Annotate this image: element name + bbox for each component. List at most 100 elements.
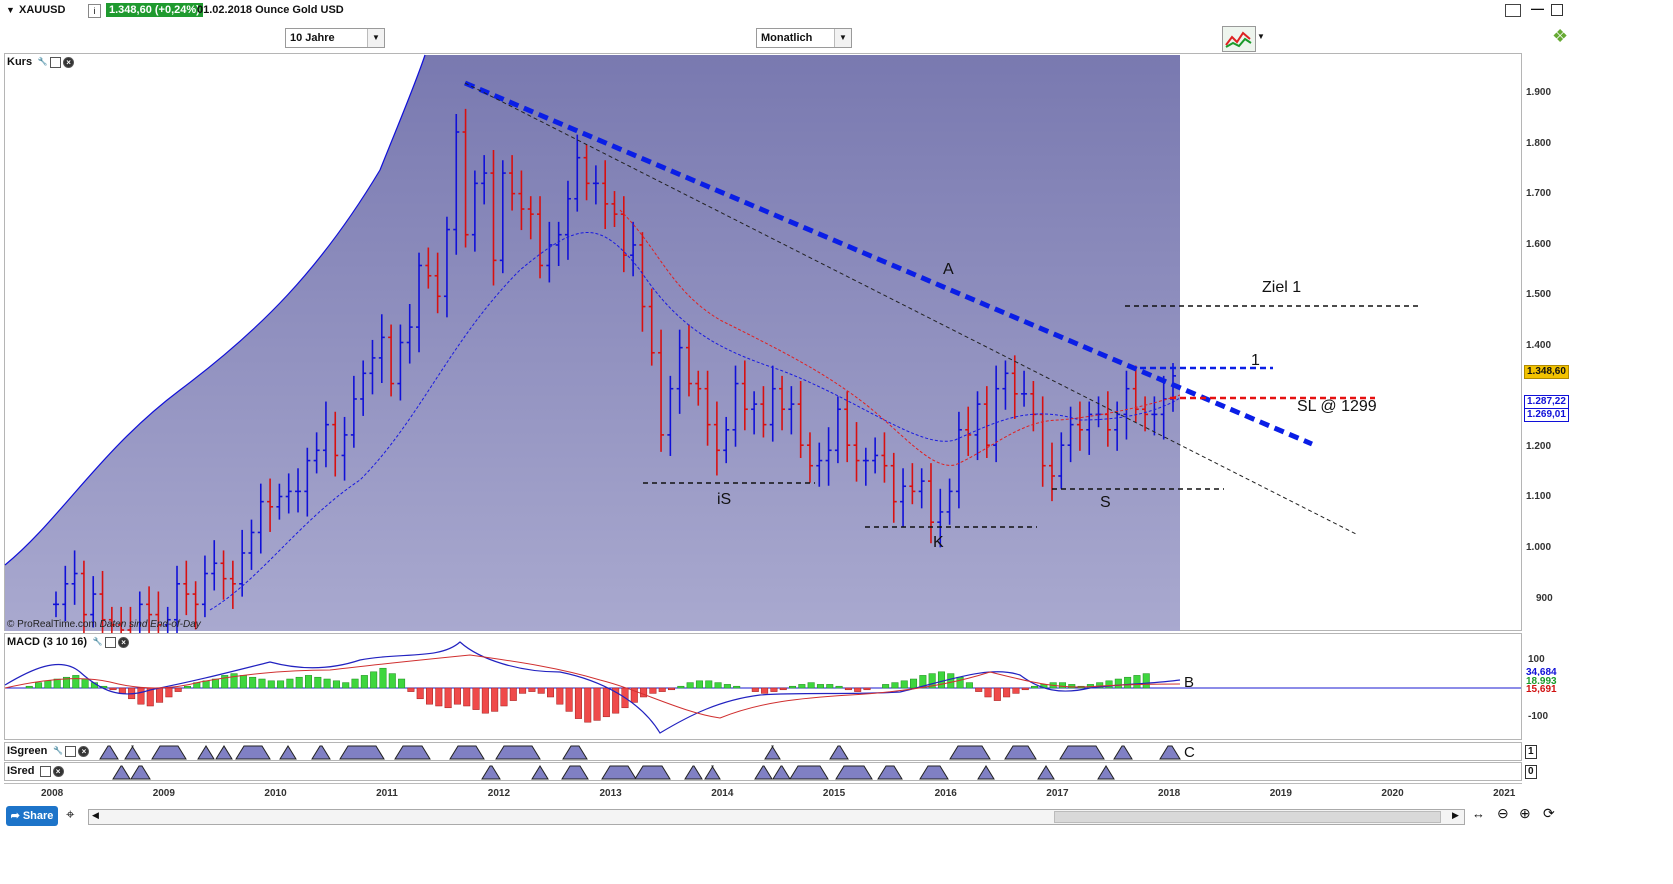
price-panel-header: Kurs 🔧 × [7, 56, 75, 68]
macd-axis: 100 -100 34,684 18,993 15,691 [1522, 633, 1570, 740]
macd-signal-line [4, 654, 1181, 719]
time-tick: 2020 [1381, 788, 1404, 799]
ohlc-bar [322, 401, 329, 468]
ohlc-bar [844, 391, 851, 463]
tool-panel-icon[interactable]: ❖ [1552, 26, 1569, 46]
close-icon[interactable]: × [52, 765, 64, 777]
signal-shape [634, 765, 671, 780]
reset-zoom-icon[interactable]: ⟳ [1543, 805, 1555, 821]
macd-histogram-bar [640, 687, 648, 698]
minimize-icon[interactable]: — [1531, 1, 1544, 16]
macd-histogram-bar [277, 680, 285, 689]
wrench-icon[interactable]: 🔧 [92, 636, 103, 646]
interval-select[interactable]: Monatlich ▼ [756, 28, 852, 48]
ohlc-bar [1058, 432, 1065, 489]
ohlc-bar [397, 324, 404, 401]
signal-shape [562, 745, 588, 760]
macd-histogram-bar [584, 687, 592, 723]
crosshair-icon[interactable]: ⌖ [66, 806, 75, 823]
time-scrollbar[interactable]: ◀ ▶ [88, 809, 1465, 825]
zoom-out-icon[interactable]: ⊖ [1497, 805, 1509, 821]
wrench-icon[interactable]: 🔧 [52, 745, 63, 755]
macd-histogram-bar [351, 678, 359, 689]
isred-signals [112, 765, 1115, 780]
period-select[interactable]: 10 Jahre ▼ [285, 28, 385, 48]
close-icon[interactable]: × [63, 56, 75, 68]
macd-histogram-bar [221, 675, 229, 689]
scroll-right-icon[interactable]: ▶ [1452, 810, 1459, 820]
ohlc-bar [955, 411, 962, 509]
time-tick: 2017 [1046, 788, 1069, 799]
isred-panel-header: ISred × [7, 765, 64, 777]
macd-histogram-bar [770, 687, 778, 692]
window-icon[interactable] [50, 56, 62, 68]
ohlc-bar [1048, 442, 1055, 502]
window-icon[interactable] [65, 745, 77, 757]
macd-histogram-bar [35, 682, 43, 689]
macd-histogram-bar [975, 687, 983, 692]
maximize-icon[interactable] [1551, 4, 1563, 16]
ohlc-bar [257, 483, 264, 554]
ohlc-bar [1104, 391, 1111, 447]
macd-histogram-bar [509, 687, 517, 701]
wrench-icon[interactable]: 🔧 [37, 56, 48, 66]
zoom-in-icon[interactable]: ⊕ [1519, 805, 1531, 821]
label-1: 1 [1251, 352, 1260, 369]
chevron-down-icon[interactable]: ▼ [6, 5, 15, 15]
isgreen-panel-title: ISgreen [7, 745, 48, 757]
signal-shape [829, 745, 849, 760]
chevron-down-icon[interactable]: ▼ [1257, 32, 1265, 41]
price-tick: 1.100 [1526, 491, 1552, 502]
macd-histogram-bar [500, 687, 508, 707]
ohlc-bar [946, 478, 953, 525]
share-button[interactable]: ➦ Share [6, 806, 58, 826]
signal-shape [1004, 745, 1037, 760]
scrollbar-thumb[interactable] [1054, 811, 1441, 823]
ohlc-bar [509, 155, 516, 211]
macd-histogram-bar [416, 687, 424, 700]
ohlc-bar [211, 540, 218, 591]
label-sl: SL @ 1299 [1297, 398, 1377, 415]
ohlc-bar [304, 447, 311, 517]
chart-type-icon[interactable] [1222, 26, 1256, 52]
ohlc-bar [834, 396, 841, 464]
price-tick: 1.000 [1526, 542, 1552, 553]
macd-histogram-bar [658, 687, 666, 692]
close-icon[interactable]: × [78, 745, 90, 757]
macd-histogram-bar [435, 687, 443, 707]
macd-histogram-bar [1105, 680, 1113, 689]
window-icon[interactable] [105, 636, 117, 648]
signal-shape [235, 745, 271, 760]
chevron-down-icon[interactable]: ▼ [834, 29, 851, 47]
copyright-line: © ProRealTime.com Daten sind End-of-Day [7, 619, 201, 630]
close-icon[interactable]: × [118, 636, 130, 648]
macd-histogram-bar [109, 687, 117, 691]
macd-histogram-bar [779, 687, 787, 691]
chevron-down-icon[interactable]: ▼ [367, 29, 384, 47]
info-icon[interactable]: i [88, 4, 101, 18]
isgreen-value-box: 1 [1525, 745, 1537, 759]
trendline-a [464, 80, 1313, 447]
signal-shape [601, 765, 637, 780]
macd-histogram-bar [593, 687, 601, 721]
price-tick: 1.900 [1526, 87, 1552, 98]
scroll-left-icon[interactable]: ◀ [92, 810, 99, 820]
ohlc-bar [220, 550, 227, 600]
symbol-label[interactable]: XAUUSD [19, 4, 66, 16]
ohlc-bar [481, 155, 488, 205]
ohlc-bar [900, 468, 907, 527]
macd-histogram-bar [602, 687, 610, 718]
signal-shape [151, 745, 187, 760]
signal-shape [754, 765, 773, 780]
ohlc-bar [685, 324, 692, 397]
ohlc-bar [639, 232, 646, 332]
macd-histogram-bar [360, 675, 368, 689]
window-icon[interactable] [39, 765, 51, 777]
macd-histogram-bar [705, 680, 713, 689]
signal-shape [1097, 765, 1115, 780]
keyboard-icon[interactable] [1505, 4, 1521, 17]
fit-icon[interactable]: ↔ [1472, 806, 1485, 821]
signal-shape [311, 745, 331, 760]
macd-histogram-bar [565, 687, 573, 712]
ohlc-bar [816, 442, 823, 487]
